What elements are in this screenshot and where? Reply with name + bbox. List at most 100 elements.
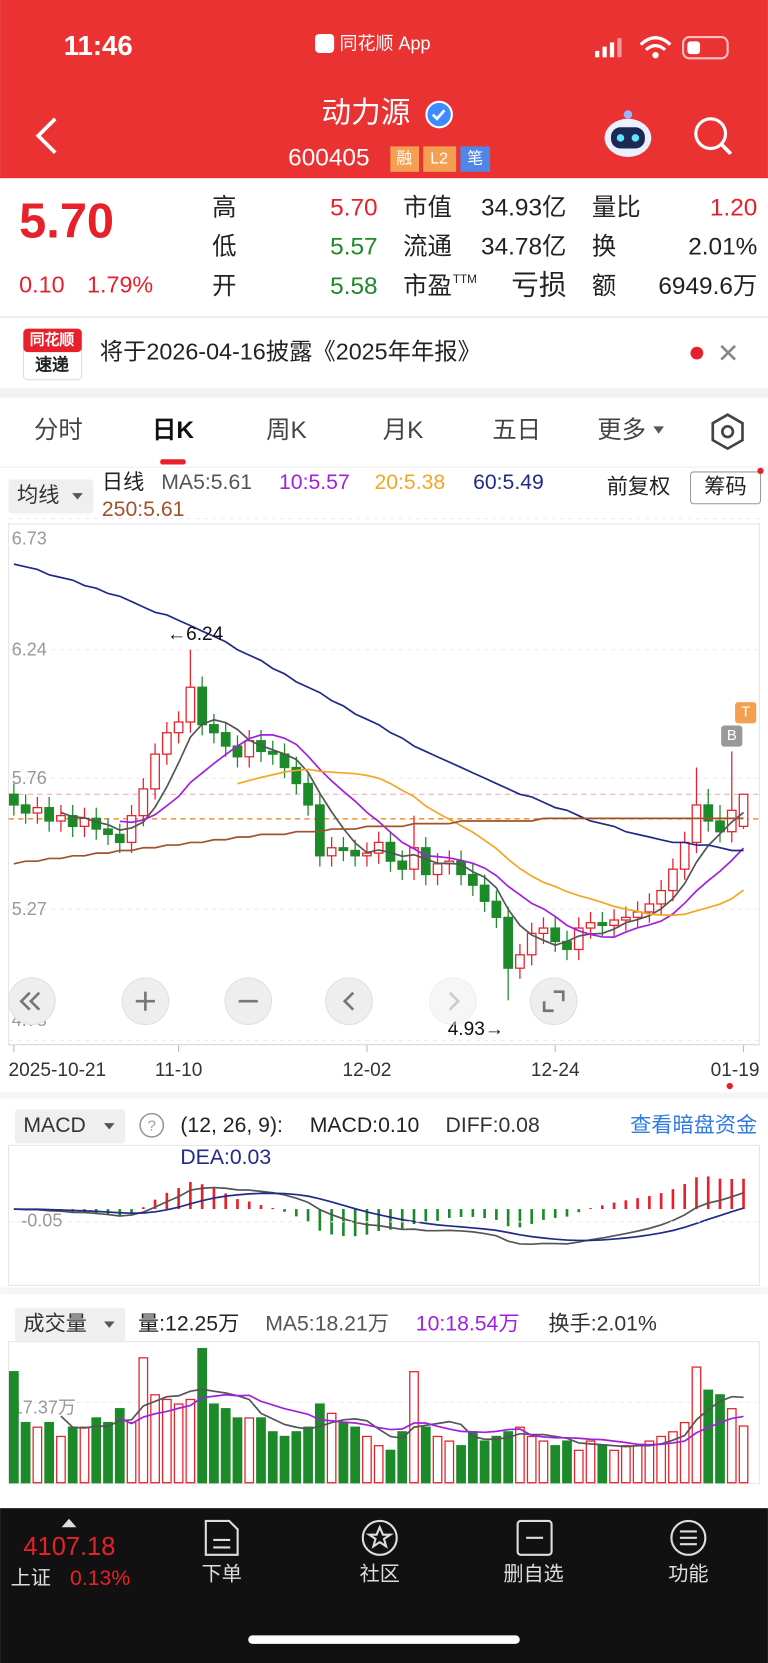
candle-body (538, 927, 549, 935)
macd-params: (12, 26, 9): (180, 1114, 283, 1137)
settings-button[interactable] (711, 413, 744, 451)
tab[interactable]: 五日 (492, 417, 541, 444)
volume-bar (8, 1371, 19, 1484)
diff-line (13, 1186, 744, 1246)
battery (682, 36, 729, 60)
chart-frame (8, 523, 760, 1046)
volume-select[interactable] (14, 1307, 126, 1342)
control-button[interactable] (529, 977, 578, 1026)
y-tick-label: -0.05 (21, 1211, 62, 1231)
quote-value: 34.78亿 (481, 234, 566, 261)
tab-bar: 分时 日K 周K 月K 五日 更多 (34, 417, 646, 444)
ma-label: 250:5.61 (102, 498, 185, 521)
ma60-line (13, 563, 744, 852)
adjust-button[interactable]: 前复权 (607, 474, 671, 498)
candle-body (291, 766, 302, 785)
quote-value: 2.01% (688, 234, 757, 261)
app-icon (315, 33, 335, 54)
candle-body (620, 916, 631, 921)
candle-body (432, 863, 443, 876)
notice-text[interactable]: 将于2026-04-16披露《2025年年报》 (100, 338, 481, 364)
candle-body (267, 750, 278, 755)
index-arrow (61, 1518, 77, 1528)
control-button[interactable] (325, 977, 373, 1026)
volume-bar (232, 1417, 243, 1484)
trade-marker-label: B (727, 728, 737, 744)
tab[interactable]: 更多 (597, 417, 646, 444)
x-tick-label: 12-02 (343, 1060, 392, 1081)
volume-bar (538, 1440, 549, 1484)
volume-bar (256, 1417, 266, 1484)
dropdown-arrow (104, 1123, 115, 1130)
back-button[interactable] (35, 117, 57, 155)
notice-close[interactable] (720, 344, 736, 361)
volume-ma10-line (119, 1393, 744, 1446)
badge-dot (757, 467, 764, 475)
dark-pool-link[interactable]: 查看暗盘资金 (630, 1113, 757, 1137)
candle-body (197, 686, 208, 726)
period-label: 日线 (102, 470, 144, 494)
volume-bar (609, 1449, 619, 1484)
nav-item[interactable]: 下单 (202, 1562, 242, 1585)
tag: 融 (396, 149, 412, 167)
nav-item[interactable]: 删自选 (503, 1562, 563, 1585)
help-icon[interactable] (139, 1112, 165, 1138)
indicator-select[interactable] (8, 479, 94, 514)
candle-body (503, 916, 514, 969)
nav-item[interactable]: 社区 (360, 1562, 400, 1585)
stock-code: 600405 (288, 145, 369, 172)
price-change-pct: 1.79% (87, 272, 153, 298)
quote-value: 1.20 (710, 194, 757, 221)
status-time: 11:46 (64, 30, 133, 61)
volume-bar (91, 1417, 102, 1484)
candle-body (668, 868, 678, 892)
volume-bar (56, 1435, 66, 1484)
macd-select[interactable] (14, 1109, 126, 1144)
tab[interactable]: 月K (383, 417, 424, 444)
tab[interactable]: 分时 (34, 417, 83, 444)
volume-bar (161, 1398, 172, 1484)
quote-label: 开 (212, 273, 236, 300)
volume-bar (644, 1440, 655, 1484)
dea-value: DEA:0.03 (180, 1146, 271, 1169)
volume-bar (620, 1445, 631, 1484)
ma20-line (237, 768, 745, 917)
volume-label: MA5:18.21万 (265, 1312, 389, 1335)
robot-icon[interactable] (604, 110, 652, 157)
volume-bar (738, 1425, 749, 1484)
tab-active[interactable]: 日K (152, 417, 194, 444)
search-button[interactable] (694, 117, 733, 156)
index-name: 上证 (11, 1567, 51, 1590)
ma5-line (60, 718, 745, 947)
dropdown-arrow (104, 1321, 115, 1328)
index-value[interactable]: 4107.18 (23, 1533, 115, 1561)
tab-indicator (160, 459, 186, 465)
quote-label: 低 (212, 234, 236, 261)
tag: L2 (430, 150, 448, 167)
volume-bar (103, 1421, 113, 1484)
quote-value: 34.93亿 (481, 194, 566, 221)
divider (0, 1092, 768, 1099)
nav-item[interactable]: 功能 (668, 1562, 708, 1585)
candle-body (703, 804, 714, 822)
notice-logo-text: 同花顺 (30, 330, 75, 348)
volume-label: 换手:2.01% (548, 1311, 657, 1335)
tab[interactable]: 周K (266, 417, 307, 444)
price-change: 0.10 (19, 272, 64, 298)
macd-frame (8, 1144, 760, 1286)
signal-icon (595, 38, 622, 58)
chips-button[interactable] (689, 471, 762, 505)
candle-body (526, 932, 537, 956)
dea-line (13, 1192, 744, 1242)
index-change: 0.13% (70, 1567, 130, 1590)
ma10-line (119, 734, 745, 938)
volume-bar (585, 1440, 596, 1484)
verified-check (431, 109, 446, 121)
candle-body (303, 782, 313, 806)
tag-bg (423, 146, 457, 172)
control-button[interactable] (429, 977, 477, 1026)
candle-body (373, 841, 384, 854)
quote-value: 5.70 (330, 194, 377, 221)
candle-body (8, 793, 19, 806)
candle-body (515, 954, 525, 969)
